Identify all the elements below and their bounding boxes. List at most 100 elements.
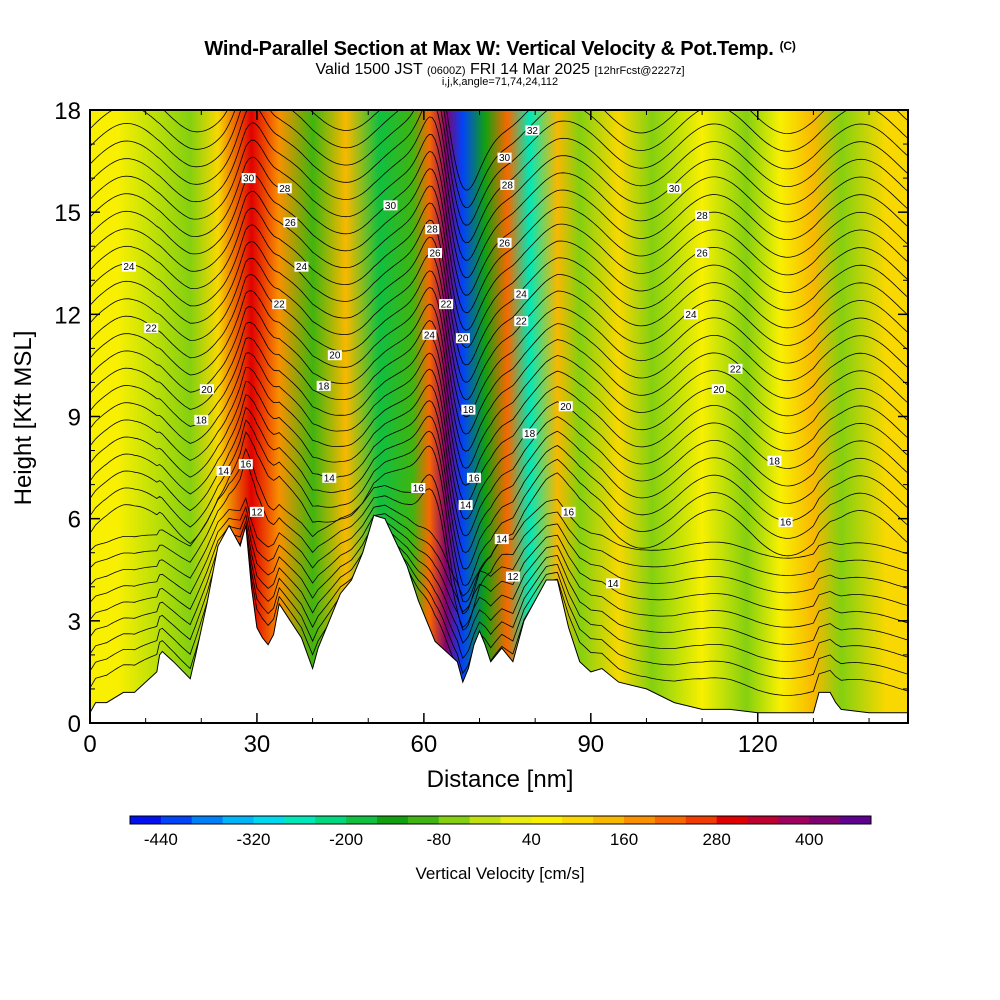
theta-label-bg [425, 224, 440, 235]
theta-label-text: 26 [285, 218, 297, 229]
theta-label-bg [500, 179, 515, 190]
theta-label: 28 [425, 224, 440, 236]
theta-contour-line [90, 202, 908, 349]
theta-contour-line [90, 303, 908, 452]
theta-label-bg [422, 329, 437, 340]
valid-utc: (0600Z) [426, 65, 466, 77]
theta-label: 24 [121, 261, 136, 273]
theta-label-bg [497, 152, 512, 163]
theta-label-text: 26 [697, 249, 709, 260]
theta-label-bg [327, 350, 342, 361]
theta-label-text: 32 [527, 126, 539, 137]
colorbar-swatch [253, 816, 285, 824]
theta-label-text: 20 [713, 385, 725, 396]
theta-contour-line [90, 336, 908, 486]
theta-label-text: 18 [196, 415, 208, 426]
theta-label-text: 16 [240, 460, 252, 471]
theta-label-bg [316, 380, 331, 391]
colorbar-swatch [284, 816, 316, 824]
theta-label-text: 12 [507, 572, 519, 583]
theta-label-bg [458, 500, 473, 511]
theta-label-bg [272, 299, 287, 310]
colorbar-tick-label: -80 [426, 830, 451, 849]
y-tick-label: 9 [68, 405, 81, 432]
theta-contour-line [90, 168, 908, 314]
theta-label-bg [778, 517, 793, 528]
theta-label-bg [144, 322, 159, 333]
theta-contour-line [90, 394, 908, 554]
colorbar-swatch [840, 816, 872, 824]
colorbar-tick-label: 40 [522, 830, 541, 849]
theta-label-bg [455, 333, 470, 344]
theta-label-bg [683, 309, 698, 320]
theta-label-text: 24 [296, 262, 308, 273]
colorbar-swatch [809, 816, 841, 824]
theta-label-bg [241, 173, 256, 184]
y-tick-label: 15 [54, 200, 81, 227]
theta-label-text: 16 [563, 507, 575, 518]
y-tick-label: 0 [68, 711, 81, 738]
colorbar: -440 -320 -200 -80 40 160 280 400 [129, 815, 872, 849]
theta-label: 18 [316, 380, 331, 392]
theta-label: 22 [728, 363, 743, 375]
theta-label: 22 [272, 299, 287, 311]
x-axis-label: Distance [nm] [426, 766, 574, 793]
theta-label-text: 18 [463, 405, 475, 416]
theta-label: 18 [522, 428, 537, 440]
theta-label-text: 28 [697, 211, 709, 222]
theta-label-text: 24 [123, 262, 135, 273]
theta-contour-line [90, 352, 908, 503]
x-tick-label: 60 [411, 731, 438, 758]
theta-label: 20 [327, 350, 342, 362]
colorbar-swatch [654, 816, 687, 824]
colorbar-frame [129, 815, 872, 825]
theta-label-bg [322, 472, 337, 483]
theta-label: 26 [497, 237, 512, 249]
theta-label-bg [428, 248, 443, 259]
theta-label-bg [461, 404, 476, 415]
theta-label-text: 22 [146, 323, 158, 334]
theta-label: 16 [238, 459, 253, 471]
theta-label-text: 30 [385, 201, 397, 212]
theta-label: 12 [249, 506, 264, 518]
theta-contour-line [90, 287, 908, 435]
theta-label: 30 [383, 200, 398, 212]
theta-label: 20 [455, 333, 470, 345]
theta-label-bg [411, 483, 426, 494]
theta-label-text: 30 [243, 174, 255, 185]
colorbar-swatch [438, 816, 471, 824]
valid-prefix: Valid 1500 JST [315, 61, 427, 78]
colorbar-swatch [531, 816, 563, 824]
theta-contour-line [90, 505, 908, 613]
theta-label: 14 [458, 500, 473, 512]
chart-title-text: Wind-Parallel Section at Max W: Vertical… [204, 38, 774, 60]
theta-contour-line [90, 380, 908, 537]
colorbar-swatch [747, 816, 779, 824]
colorbar-tick-label: -200 [329, 830, 363, 849]
theta-contour-line [90, 116, 908, 261]
theta-label: 20 [711, 384, 726, 396]
theta-label-text: 22 [441, 300, 453, 311]
colorbar-swatch [377, 816, 409, 824]
theta-contour-line [90, 458, 908, 631]
theta-contour-line [90, 253, 908, 401]
colorbar-swatch [469, 816, 502, 824]
theta-label-bg [606, 578, 621, 589]
colorbar-swatch [160, 816, 193, 824]
theta-label: 26 [283, 217, 298, 229]
theta-label-text: 22 [274, 300, 286, 311]
colorbar-tick-label: 160 [610, 830, 638, 849]
theta-label-text: 28 [502, 180, 514, 191]
theta-label: 26 [695, 248, 710, 260]
theta-label-text: 14 [608, 579, 620, 590]
theta-label: 16 [411, 483, 426, 495]
theta-label: 28 [500, 179, 515, 191]
theta-label-text: 24 [685, 310, 697, 321]
theta-contour-line [90, 110, 908, 226]
theta-label: 30 [241, 173, 256, 185]
theta-label: 28 [695, 210, 710, 222]
theta-contour-line [90, 185, 908, 331]
colorbar-swatch [346, 816, 378, 824]
y-tick-label: 3 [68, 609, 81, 636]
theta-label-bg [514, 288, 529, 299]
